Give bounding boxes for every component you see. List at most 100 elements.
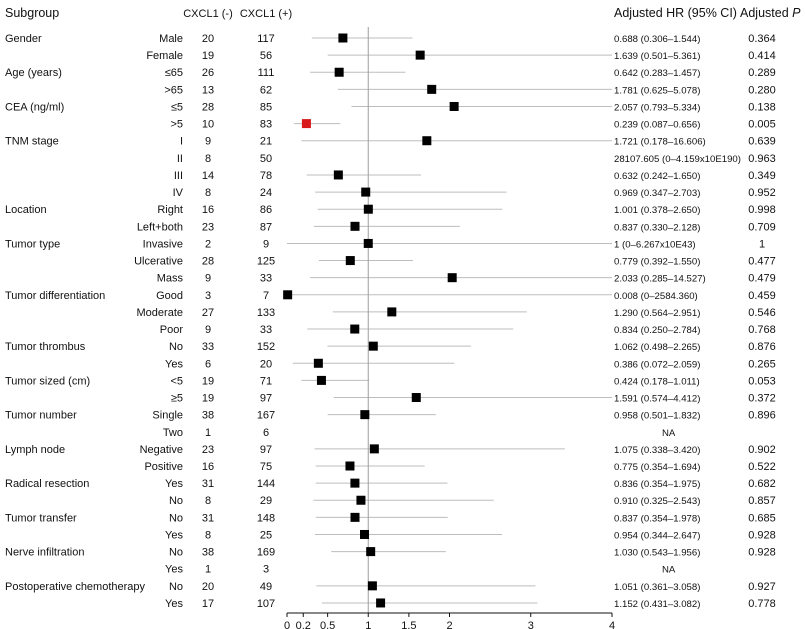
row-adjusted-p: 0.289 — [748, 67, 776, 79]
row-cxcl1-negative-count: 1 — [205, 427, 211, 439]
header-cxcl1-negative: CXCL1 (-) — [183, 8, 233, 20]
row-adjusted-hr: 1.591 (0.574–4.412) — [614, 394, 700, 405]
row-cxcl1-negative-count: 23 — [202, 444, 214, 456]
row-cxcl1-negative-count: 3 — [205, 290, 211, 302]
hr-marker — [333, 170, 343, 180]
hr-marker — [363, 238, 373, 248]
row-group-label: Location — [5, 204, 47, 216]
row-level-label: ≥5 — [171, 393, 183, 405]
row-cxcl1-negative-count: 20 — [202, 33, 214, 45]
hr-marker — [422, 136, 432, 146]
row-level-label: <5 — [170, 375, 183, 387]
row-cxcl1-positive-count: 33 — [260, 273, 272, 285]
row-adjusted-p: 0.896 — [748, 410, 776, 422]
row-level-label: Negative — [140, 444, 183, 456]
row-adjusted-p: 0.280 — [748, 84, 776, 96]
row-adjusted-hr: 1.051 (0.361–3.058) — [614, 582, 700, 593]
row-level-label: Male — [159, 33, 183, 45]
row-cxcl1-positive-count: 50 — [260, 153, 272, 165]
x-tick-label: 0 — [284, 620, 290, 629]
row-cxcl1-negative-count: 9 — [205, 136, 211, 148]
row-cxcl1-positive-count: 86 — [260, 204, 272, 216]
row-adjusted-p: 0.768 — [748, 324, 776, 336]
row-adjusted-hr: 0.837 (0.354–1.978) — [614, 513, 700, 524]
x-tick-label: 3 — [528, 620, 534, 629]
row-cxcl1-positive-count: 107 — [257, 598, 275, 610]
hr-marker — [415, 50, 425, 60]
row-adjusted-hr: 0.837 (0.330–2.128) — [614, 222, 700, 233]
row-cxcl1-positive-count: 133 — [257, 307, 275, 319]
row-level-label: Moderate — [137, 307, 183, 319]
row-adjusted-p: 0.414 — [748, 50, 776, 62]
hr-marker — [449, 101, 459, 111]
row-adjusted-hr: 1.290 (0.564–2.951) — [614, 308, 700, 319]
x-tick-label: 0.2 — [296, 620, 311, 629]
row-adjusted-hr: 0.688 (0.306–1.544) — [614, 34, 700, 45]
row-adjusted-hr: 0.775 (0.354–1.694) — [614, 462, 700, 473]
row-group-label: Tumor differentiation — [5, 290, 105, 302]
row-cxcl1-positive-count: 62 — [260, 84, 272, 96]
hr-marker — [366, 547, 376, 557]
hr-marker — [427, 84, 437, 94]
row-group-label: Postoperative chemotherapy — [5, 581, 146, 593]
row-adjusted-hr: 0.632 (0.242–1.650) — [614, 171, 700, 182]
hr-marker-highlighted — [301, 119, 311, 129]
row-cxcl1-negative-count: 27 — [202, 307, 214, 319]
row-cxcl1-positive-count: 78 — [260, 170, 272, 182]
row-level-label: Yes — [165, 529, 183, 541]
row-cxcl1-negative-count: 31 — [202, 512, 214, 524]
row-labels: Gender Male 20 117 0.688 (0.306–1.544) 0.364F… — [5, 33, 776, 610]
hr-marker — [350, 221, 360, 231]
row-group-label: Nerve infiltration — [5, 547, 84, 559]
hr-marker — [360, 410, 370, 420]
row-adjusted-p: 0.928 — [748, 529, 776, 541]
row-level-label: Invasive — [143, 238, 183, 250]
row-cxcl1-negative-count: 19 — [202, 50, 214, 62]
row-adjusted-p: 0.685 — [748, 512, 776, 524]
x-tick-label: 1 — [365, 620, 371, 629]
row-cxcl1-negative-count: 10 — [202, 119, 214, 131]
hr-marker — [368, 341, 378, 351]
row-level-label: Positive — [144, 461, 183, 473]
row-adjusted-hr: 0.834 (0.250–2.784) — [614, 325, 700, 336]
row-adjusted-p: 0.902 — [748, 444, 776, 456]
row-cxcl1-negative-count: 2 — [205, 238, 211, 250]
row-level-label: Poor — [160, 324, 184, 336]
row-adjusted-hr: 0.836 (0.354–1.975) — [614, 479, 700, 490]
row-cxcl1-positive-count: 33 — [260, 324, 272, 336]
row-adjusted-hr: 0.386 (0.072–2.059) — [614, 359, 700, 370]
row-adjusted-p: 0.682 — [748, 478, 776, 490]
row-level-label: Left+both — [137, 221, 183, 233]
row-cxcl1-negative-count: 31 — [202, 478, 214, 490]
hr-marker — [338, 33, 348, 43]
row-adjusted-hr: 0.779 (0.392–1.550) — [614, 257, 700, 268]
marker-layer — [283, 33, 459, 608]
header-cxcl1-positive: CXCL1 (+) — [240, 8, 292, 20]
row-cxcl1-negative-count: 38 — [202, 410, 214, 422]
hr-marker — [350, 324, 360, 334]
row-group-label: Age (years) — [5, 67, 62, 79]
row-group-label: Tumor thrombus — [5, 341, 86, 353]
row-cxcl1-negative-count: 14 — [202, 170, 214, 182]
row-cxcl1-positive-count: 85 — [260, 101, 272, 113]
row-adjusted-p: 1 — [759, 238, 765, 250]
row-cxcl1-negative-count: 33 — [202, 341, 214, 353]
hr-marker — [367, 581, 377, 591]
row-cxcl1-negative-count: 1 — [205, 564, 211, 576]
row-level-label: Mass — [157, 273, 184, 285]
row-cxcl1-positive-count: 152 — [257, 341, 275, 353]
row-adjusted-hr: 0.424 (0.178–1.011) — [614, 376, 700, 387]
row-cxcl1-positive-count: 21 — [260, 136, 272, 148]
hr-marker — [350, 478, 360, 488]
row-adjusted-p: 0.778 — [748, 598, 776, 610]
row-level-label: >5 — [170, 119, 183, 131]
row-cxcl1-negative-count: 17 — [202, 598, 214, 610]
row-level-label: ≤5 — [171, 101, 183, 113]
row-cxcl1-positive-count: 83 — [260, 119, 272, 131]
row-adjusted-hr: 1 (0–6.267x10E43) — [614, 239, 696, 250]
row-adjusted-p: 0.053 — [748, 375, 776, 387]
row-adjusted-hr: 0.642 (0.283–1.457) — [614, 68, 700, 79]
x-tick-label: 0.5 — [320, 620, 335, 629]
row-level-label: ≤65 — [165, 67, 183, 79]
row-level-label: II — [177, 153, 183, 165]
